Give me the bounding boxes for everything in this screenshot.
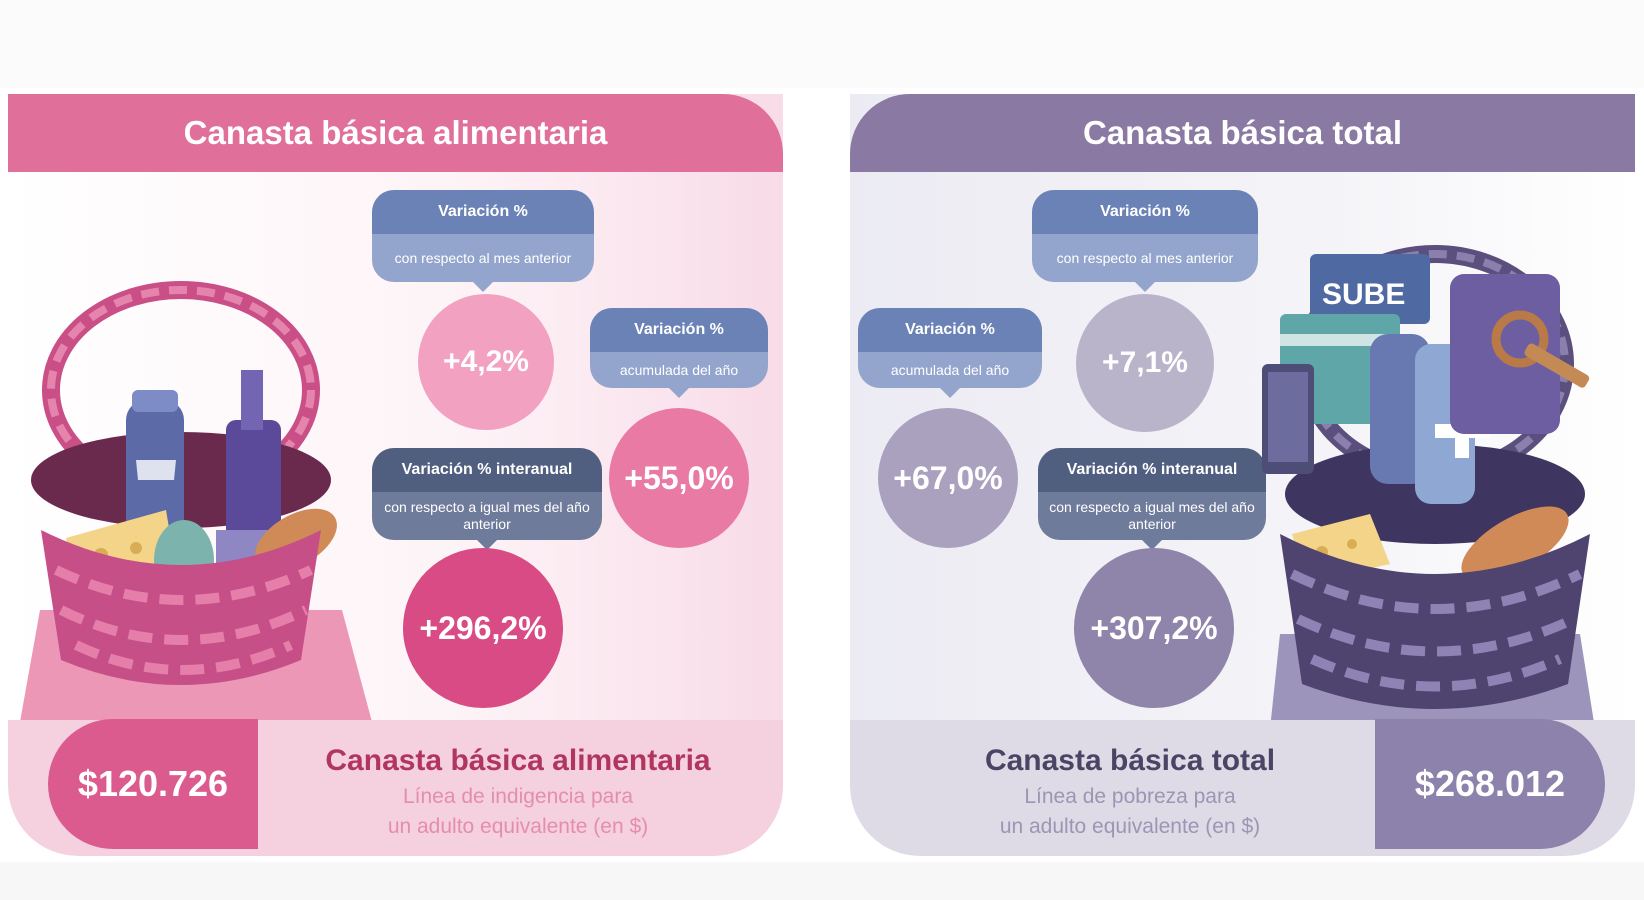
- food-footer-text: Canasta básica alimentaria Línea de indi…: [298, 744, 738, 842]
- food-basket-title: Canasta básica alimentaria: [8, 94, 783, 172]
- total-ytd-label: Variación % acumulada del año: [858, 308, 1042, 398]
- food-amount: $120.726: [48, 719, 258, 849]
- total-amount: $268.012: [1375, 719, 1605, 849]
- food-yoy-title: Variación % interanual: [372, 448, 602, 492]
- total-yoy-value: +307,2%: [1074, 548, 1234, 708]
- food-basket-illustration: [20, 281, 372, 742]
- sube-card-text: SUBE: [1322, 278, 1405, 311]
- total-ytd-subtitle: acumulada del año: [858, 352, 1042, 388]
- food-monthly-label: Variación % con respecto al mes anterior: [372, 190, 594, 292]
- total-ytd-pointer: [940, 388, 960, 398]
- bottom-band: [0, 862, 1644, 900]
- total-monthly-value: +7,1%: [1076, 294, 1214, 432]
- food-ytd-value: +55,0%: [609, 408, 749, 548]
- top-band: [0, 0, 1644, 88]
- food-footer-title: Canasta básica alimentaria: [325, 744, 711, 777]
- total-basket-panel: Canasta básica total Variación % con res…: [850, 94, 1635, 856]
- food-monthly-value: +4,2%: [418, 294, 554, 430]
- total-monthly-subtitle: con respecto al mes anterior: [1032, 234, 1258, 282]
- total-footer-line1: Línea de pobreza para: [1024, 785, 1236, 808]
- food-yoy-pointer: [477, 540, 497, 550]
- food-monthly-subtitle: con respecto al mes anterior: [372, 234, 594, 282]
- food-ytd-pointer: [669, 388, 689, 398]
- total-basket-title: Canasta básica total: [850, 94, 1635, 172]
- total-yoy-title: Variación % interanual: [1038, 448, 1266, 492]
- food-monthly-title: Variación %: [372, 190, 594, 234]
- food-yoy-label: Variación % interanual con respecto a ig…: [372, 448, 602, 550]
- food-yoy-subtitle: con respecto a igual mes del año anterio…: [372, 492, 602, 540]
- food-basket-panel: Canasta básica alimentaria Variación % c…: [8, 94, 783, 856]
- total-yoy-pointer: [1142, 540, 1162, 550]
- total-monthly-label: Variación % con respecto al mes anterior: [1032, 190, 1258, 292]
- total-footer-text: Canasta básica total Línea de pobreza pa…: [910, 744, 1350, 842]
- total-basket-illustration: SUBE: [1262, 245, 1595, 734]
- food-ytd-label: Variación % acumulada del año: [590, 308, 768, 398]
- total-monthly-pointer: [1135, 282, 1155, 292]
- total-footer-line2: un adulto equivalente (en $): [999, 815, 1261, 838]
- total-yoy-subtitle: con respecto a igual mes del año anterio…: [1038, 492, 1266, 540]
- food-monthly-pointer: [473, 282, 493, 292]
- food-footer-line1: Línea de indigencia para: [402, 785, 633, 808]
- total-monthly-title: Variación %: [1032, 190, 1258, 234]
- total-ytd-title: Variación %: [858, 308, 1042, 352]
- food-ytd-subtitle: acumulada del año: [590, 352, 768, 388]
- food-yoy-value: +296,2%: [403, 548, 563, 708]
- total-ytd-value: +67,0%: [878, 408, 1018, 548]
- total-footer-title: Canasta básica total: [984, 744, 1276, 777]
- food-ytd-title: Variación %: [590, 308, 768, 352]
- total-yoy-label: Variación % interanual con respecto a ig…: [1038, 448, 1266, 550]
- food-footer-line2: un adulto equivalente (en $): [387, 815, 649, 838]
